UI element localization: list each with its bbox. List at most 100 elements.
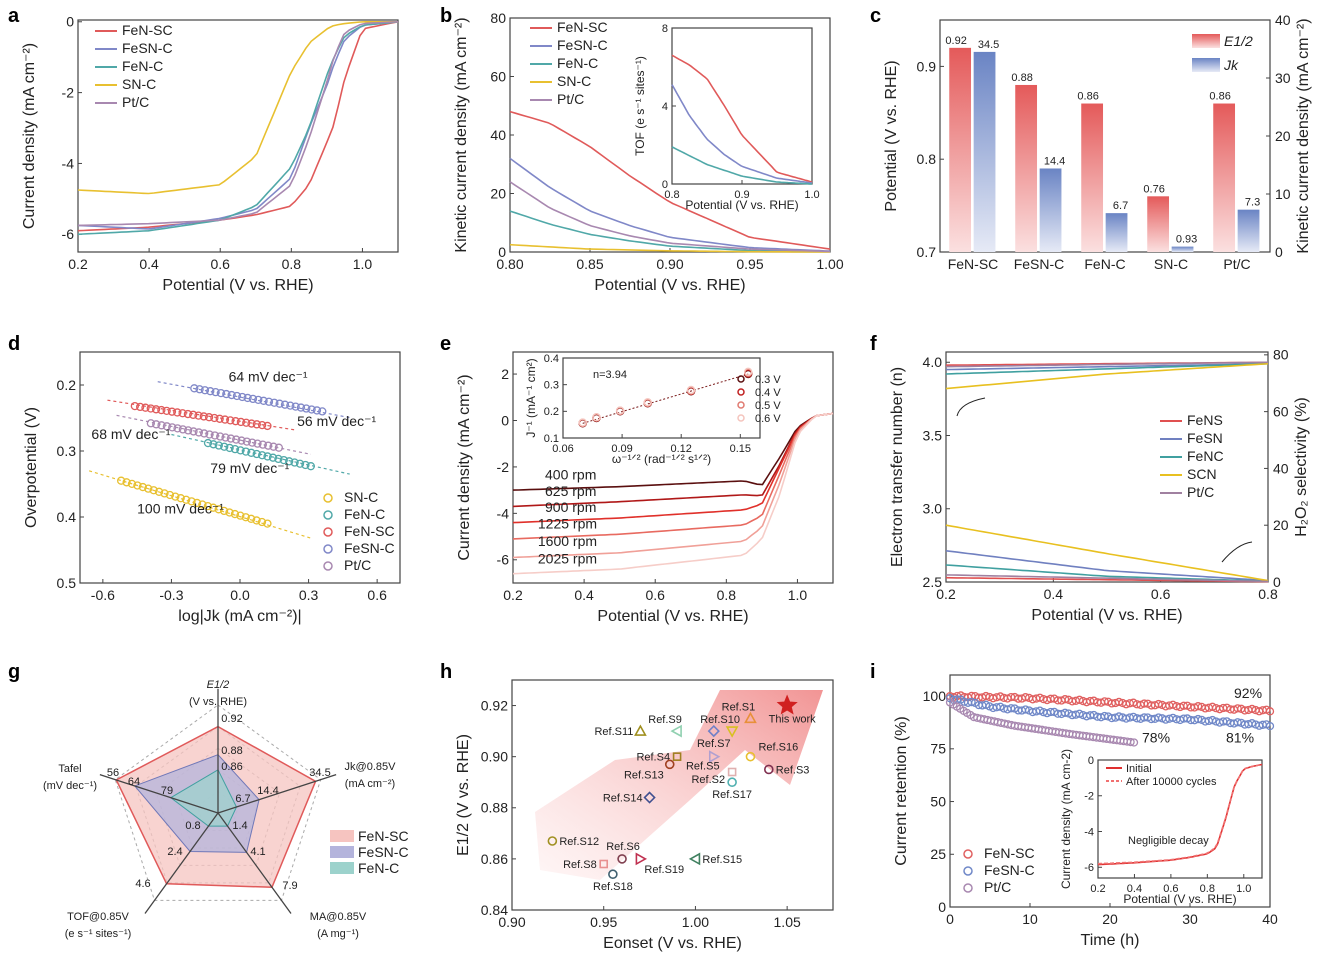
fit-line (582, 373, 749, 424)
radar-value-label: 79 (161, 785, 173, 797)
radar-axis-unit: (mV dec⁻¹) (43, 780, 97, 792)
legend-marker (737, 401, 745, 409)
x-tick-label: 0.4 (1044, 586, 1064, 602)
data-point-fesn-c (190, 384, 199, 393)
data-point-ref-s1 (744, 711, 757, 724)
radar-value-label: 64 (128, 776, 140, 788)
point-label: Ref.S17 (712, 789, 752, 801)
y-tick-label: 0 (1088, 755, 1094, 767)
x-tick-label: 0.15 (730, 443, 751, 455)
data-point-fen-sc (1100, 697, 1109, 706)
bar-value-label: 6.7 (1113, 200, 1128, 212)
annotation: 78% (1142, 729, 1170, 745)
data-point-fen-sc (210, 413, 219, 423)
data-point-fesn-c (1100, 711, 1109, 721)
data-point-0-6-v (686, 385, 696, 395)
y2-tick-label: 60 (1273, 404, 1289, 420)
radar-axis-title: Jk@0.85V (345, 761, 397, 773)
data-point-fesn-c (216, 388, 226, 398)
data-point-fesn-c (312, 406, 322, 415)
y2-tick-label: 0 (1275, 244, 1283, 260)
panel-d: d -0.6 -0.3 0.0 0.3 0.6 0.2 0.3 0.4 0.5 log|Jk (mA… (8, 333, 401, 625)
data-point-fen-sc (1265, 707, 1275, 716)
data-point-fesn-c (270, 398, 279, 407)
data-point-pt-c (269, 442, 278, 451)
y-axis-label: Potential (V vs. RHE) (883, 60, 900, 211)
radar-axis (217, 812, 292, 914)
y-tick-label: 0.84 (481, 902, 508, 918)
point-label: Ref.S16 (758, 742, 798, 754)
panel-letter: c (870, 5, 881, 27)
series-line-fesn (945, 550, 1269, 582)
data-point-pt-c (189, 427, 198, 436)
data-point-sn-c (225, 508, 234, 517)
data-point-pt-c (184, 426, 193, 435)
y-tick-label: 0.2 (544, 406, 559, 418)
data-point-fen-sc (167, 407, 177, 416)
data-point-pt-c (232, 435, 241, 444)
x-axis-label: Potential (V vs. RHE) (685, 198, 798, 212)
data-point-ref-s14 (643, 791, 656, 804)
annotation: 625 rpm (545, 483, 596, 499)
panel-g: g E1/2 (V vs. RHE) Jk@0.85V (mA cm⁻²) MA@0.85… (8, 661, 409, 940)
y-axis-label: E1/2 (V vs. RHE) (455, 734, 472, 856)
data-point-fesn-c (1075, 709, 1084, 718)
legend-label: FeSN-C (358, 844, 409, 860)
data-point-sn-c (257, 517, 267, 527)
data-point-fesn-c (302, 404, 311, 413)
inset-note: Negligible decay (1128, 835, 1209, 847)
annotation: 92% (1234, 685, 1262, 701)
data-point-pt-c (173, 424, 182, 433)
radar-grid-ring (114, 704, 322, 901)
radar-axis (217, 774, 337, 814)
data-point-pt-c (237, 436, 246, 445)
y-tick-label: -6 (62, 226, 75, 242)
data-point-ref-s7 (707, 724, 720, 738)
y-tick-label: 0.92 (481, 697, 508, 713)
data-point-sn-c (241, 513, 250, 522)
inset-note: n=3.94 (593, 369, 627, 381)
data-point-ref-s13 (664, 759, 675, 770)
data-point-pt-c (210, 431, 220, 440)
legend-swatch (330, 830, 354, 842)
legend-label: Pt/C (984, 879, 1011, 895)
data-point-sn-c (122, 478, 131, 487)
point-label: This work (769, 714, 817, 726)
panel-letter: e (440, 333, 451, 355)
data-point-pt-c (1129, 738, 1139, 747)
panel-letter: f (870, 333, 877, 355)
data-point-ref-s10 (725, 726, 739, 738)
series-line-fesn-c (671, 84, 813, 184)
data-point-ref-s6 (617, 854, 627, 864)
data-point-fen-c (230, 445, 240, 454)
x-tick-label: 0.8 (282, 256, 302, 272)
data-point-fen-c (268, 453, 278, 462)
series-line-400-rpm (512, 412, 834, 491)
legend-label: SN-C (557, 73, 591, 89)
x-tick-label: 1.0 (788, 587, 808, 603)
x-tick-label: 0.2 (936, 586, 956, 602)
legend-label: SCN (1187, 466, 1217, 482)
point-label: Ref.S1 (722, 701, 756, 713)
data-point-fesn-c (1021, 705, 1030, 714)
bar-value-label: 7.3 (1245, 197, 1260, 209)
bar-value-label: 0.88 (1011, 72, 1032, 84)
y-tick-label: -4 (1084, 826, 1094, 838)
data-point-fen-c (290, 458, 299, 467)
x-axis-label: log|Jk (mA cm⁻²)| (178, 608, 301, 625)
radar-value-label: 6.7 (235, 793, 250, 805)
data-point-sn-c (203, 501, 212, 511)
y-tick-label: 60 (490, 68, 506, 84)
x-tick-label: 0.12 (670, 443, 691, 455)
y-tick-label: 0.2 (57, 377, 77, 393)
annotation: 2025 rpm (538, 550, 597, 566)
panel-letter: d (8, 333, 20, 355)
data-point-ref-s3 (763, 764, 774, 775)
panel-i: i 0 10 20 30 40 0 25 50 75 100 Time (h) Current rete… (870, 661, 1278, 949)
data-point-sn-c (149, 486, 158, 495)
y-tick-label: 0.3 (57, 443, 77, 459)
y-axis-label: Kinetic current density (mA cm⁻²) (453, 17, 470, 252)
data-point-sn-c (230, 509, 240, 519)
panel-letter: h (440, 661, 452, 683)
x-tick-label: 0.2 (1090, 883, 1105, 895)
